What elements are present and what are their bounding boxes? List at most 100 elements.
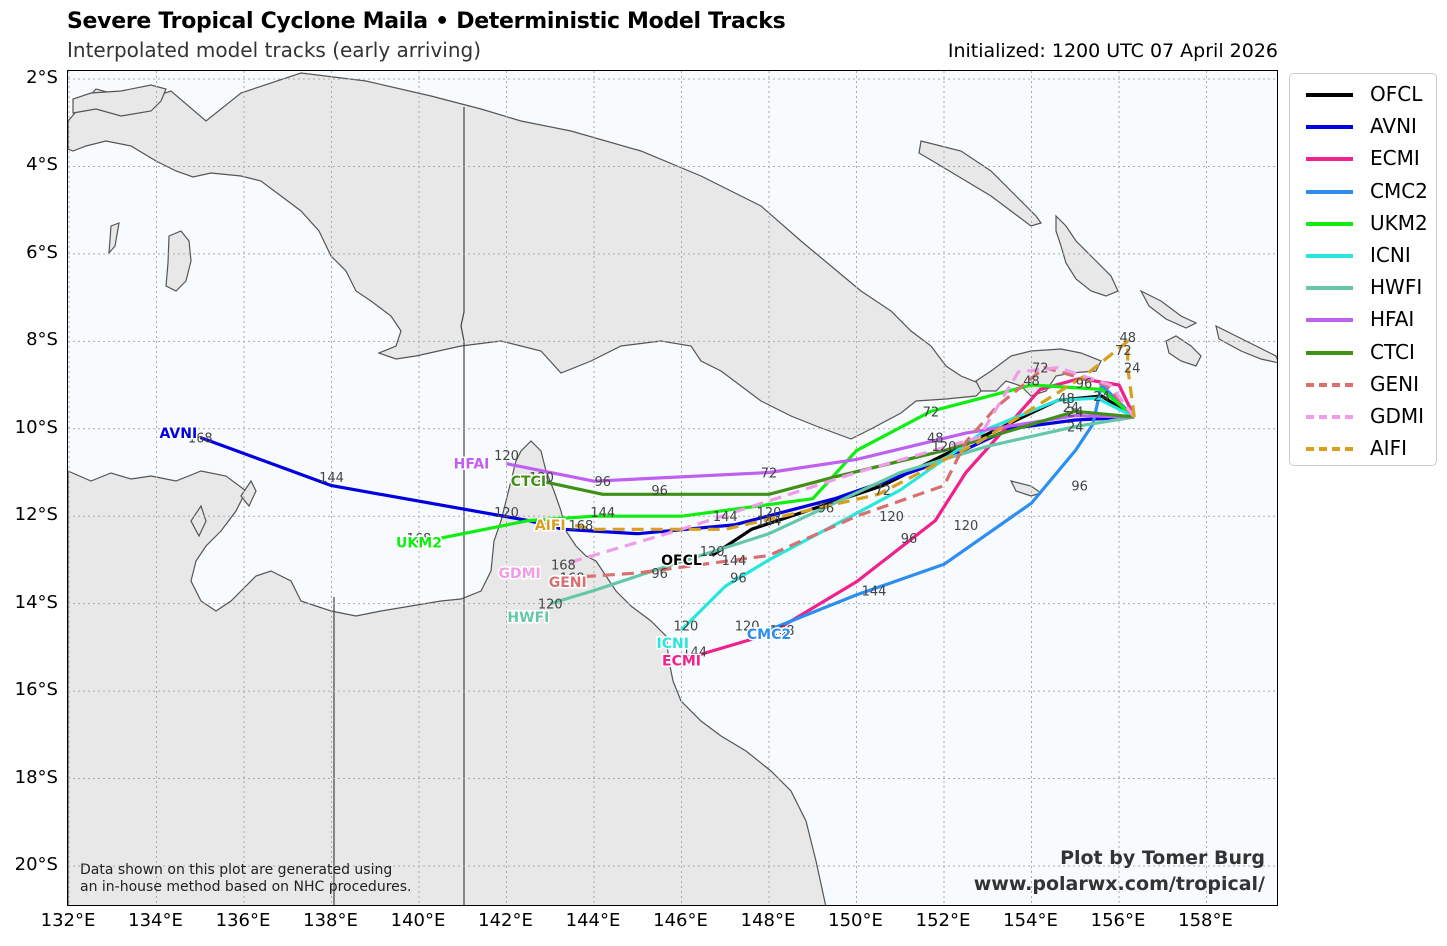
credit-text: Plot by Tomer Burg www.polarwx.com/tropi… (974, 845, 1265, 897)
forecast-hour-labels: 2448120120961201441689696120144961201441… (188, 331, 1141, 661)
track-ctci (541, 409, 1135, 496)
forecast-hour-label: 72 (1115, 344, 1132, 359)
forecast-hour-label: 120 (538, 598, 563, 613)
lon-tick-label: 150°E (828, 910, 883, 931)
legend-item-icni: ICNI (1298, 239, 1436, 271)
legend-label: CMC2 (1370, 178, 1428, 203)
forecast-hour-label: 120 (879, 510, 904, 525)
forecast-hour-label: 120 (494, 449, 519, 464)
lat-tick-label: 14°S (14, 591, 58, 613)
legend-label: HFAI (1370, 307, 1415, 332)
forecast-hour-label: 48 (1023, 375, 1040, 390)
lat-tick-label: 16°S (14, 679, 58, 701)
forecast-hour-label: 72 (923, 405, 940, 420)
legend-swatch (1306, 189, 1353, 194)
legend-label: GENI (1370, 371, 1419, 396)
forecast-hour-label: 168 (560, 571, 585, 586)
legend-swatch (1306, 318, 1353, 323)
model-label-hwfi: HWFI (507, 610, 549, 626)
track-hwfi (549, 415, 1135, 606)
forecast-hour-label: 72 (1032, 362, 1049, 377)
legend-item-ofcl: OFCL (1298, 78, 1436, 110)
model-label-gdmi: GDMI (498, 566, 540, 582)
legend-label: ECMI (1370, 146, 1420, 171)
model-label-ofcl: OFCL (661, 553, 702, 569)
forecast-hour-label: 168 (568, 519, 593, 534)
model-label-ukm2: UKM2 (396, 535, 442, 551)
forecast-hour-label: 96 (818, 501, 835, 516)
legend-swatch (1306, 254, 1353, 258)
legend-label: AIFI (1370, 436, 1407, 461)
forecast-hour-label: 120 (700, 545, 725, 560)
forecast-hour-label: 96 (1076, 377, 1093, 392)
forecast-hour-label: 168 (551, 558, 576, 573)
legend-label: OFCL (1370, 82, 1423, 106)
forecast-hour-label: 24 (1067, 405, 1084, 420)
forecast-hour-label: 120 (735, 620, 760, 635)
choiseul (1139, 289, 1198, 329)
forecast-hour-label: 96 (901, 532, 918, 547)
forecast-hour-label: 144 (590, 506, 615, 521)
legend-swatch (1306, 415, 1353, 419)
forecast-hour-label: 48 (927, 432, 944, 447)
forecast-hour-label: 96 (651, 567, 668, 582)
legend-item-hfai: HFAI (1298, 303, 1436, 335)
forecast-hour-label: 96 (1071, 480, 1088, 495)
legend-swatch (1306, 350, 1353, 355)
legend-item-ctci: CTCI (1298, 336, 1436, 368)
forecast-hour-label: 24 (1124, 362, 1141, 377)
lat-tick-label: 2°S (26, 67, 58, 88)
legend-item-hwfi: HWFI (1298, 271, 1436, 303)
model-label-ctci: CTCI (511, 474, 546, 490)
lon-tick-label: 154°E (1003, 910, 1058, 931)
initialized-time: Initialized: 1200 UTC 07 April 2026 (947, 40, 1278, 62)
credit-url[interactable]: www.polarwx.com/tropical/ (973, 873, 1265, 895)
forecast-hour-label: 168 (188, 432, 213, 447)
forecast-hour-label: 168 (407, 532, 432, 547)
png-indonesia-border (460, 107, 465, 905)
legend-item-aifi: AIFI (1298, 432, 1436, 464)
forecast-hour-label: 48 (1119, 331, 1136, 346)
forecast-hour-label: 72 (874, 484, 891, 499)
groote-eylandt (190, 504, 207, 538)
disclaimer-text: Data shown on this plot are generated us… (80, 862, 412, 896)
lat-tick-label: 12°S (14, 504, 58, 526)
track-aifi (571, 339, 1136, 531)
forecast-hour-label: 120 (529, 471, 554, 486)
model-label-icni: ICNI (657, 636, 689, 652)
lon-tick-label: 134°E (128, 910, 183, 931)
legend-item-geni: GENI (1298, 368, 1436, 400)
legend-label: HWFI (1370, 275, 1423, 300)
forecast-hour-label: 120 (953, 519, 978, 534)
lon-tick-label: 138°E (303, 910, 358, 931)
lon-tick-label: 146°E (653, 910, 708, 931)
lon-tick-label: 132°E (40, 910, 96, 931)
forecast-hour-label: 144 (319, 471, 344, 486)
forecast-hour-label: 120 (494, 506, 519, 521)
legend-label: ICNI (1370, 243, 1411, 267)
land-masses (68, 72, 1277, 905)
forecast-hour-label: 24 (1093, 390, 1110, 405)
legend-swatch (1306, 125, 1353, 130)
wessel-islands (240, 479, 257, 508)
forecast-hour-label: 144 (862, 585, 887, 600)
santa-isabel (1215, 324, 1277, 364)
forecast-hour-label: 96 (651, 484, 668, 499)
model-label-aifi: AIFI (535, 518, 566, 534)
lat-tick-label: 20°S (14, 853, 58, 875)
lat-tick-label: 6°S (26, 241, 58, 263)
model-label-hfai: HFAI (454, 457, 490, 473)
northwest-peninsula (72, 84, 167, 117)
disclaimer-line-1: Data shown on this plot are generated us… (80, 862, 393, 878)
legend-label: UKM2 (1370, 210, 1428, 235)
lat-tick-label: 10°S (14, 416, 58, 438)
model-label-ecmi: ECMI (662, 653, 701, 669)
legend-item-ukm2: UKM2 (1298, 207, 1436, 239)
louisiade-islands (1009, 480, 1043, 497)
lon-tick-label: 158°E (1178, 910, 1233, 931)
lon-tick-label: 144°E (565, 910, 621, 931)
lon-tick-label: 140°E (390, 910, 446, 931)
track-gdmi (562, 366, 1136, 566)
model-label-avni: AVNI (160, 426, 198, 442)
track-cmc2 (768, 383, 1136, 632)
